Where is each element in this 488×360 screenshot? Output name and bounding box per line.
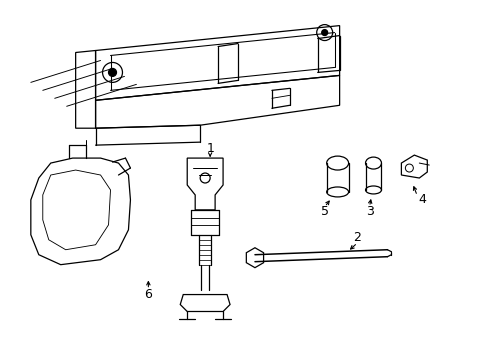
Text: 2: 2 xyxy=(353,231,361,244)
Text: 1: 1 xyxy=(206,141,214,155)
Text: 5: 5 xyxy=(320,205,328,219)
Circle shape xyxy=(108,68,116,76)
Text: 4: 4 xyxy=(418,193,426,206)
Text: 6: 6 xyxy=(144,288,152,301)
Text: 3: 3 xyxy=(365,205,373,219)
Circle shape xyxy=(321,30,327,36)
